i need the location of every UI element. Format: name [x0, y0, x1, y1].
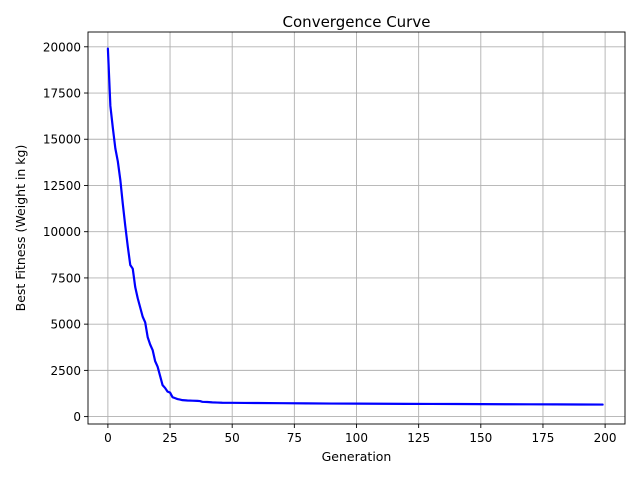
y-tick-label: 17500	[43, 87, 81, 101]
x-tick-label: 175	[532, 431, 555, 445]
y-tick-label: 20000	[43, 40, 81, 54]
y-tick-label: 7500	[50, 271, 81, 285]
x-tick-label: 125	[407, 431, 430, 445]
x-tick-label: 25	[162, 431, 177, 445]
x-tick-label: 75	[287, 431, 302, 445]
y-tick-label: 12500	[43, 179, 81, 193]
grid	[88, 32, 625, 424]
series-layer	[106, 47, 604, 406]
x-tick-label: 150	[469, 431, 492, 445]
x-axis-ticks: 0 25 50 75 100 125 150 175 200	[104, 424, 617, 445]
x-tick-label: 50	[225, 431, 240, 445]
x-tick-label: 100	[345, 431, 368, 445]
y-axis-ticks: 0 2500 5000 7500 10000 12500 15000 17500 20000	[43, 40, 88, 424]
y-tick-label: 5000	[50, 318, 81, 332]
x-tick-label: 200	[594, 431, 617, 445]
y-tick-label: 10000	[43, 225, 81, 239]
y-tick-label: 15000	[43, 133, 81, 147]
convergence-line	[106, 47, 604, 406]
y-tick-label: 2500	[50, 364, 81, 378]
y-tick-label: 0	[73, 410, 81, 424]
x-tick-label: 0	[104, 431, 112, 445]
chart-title: Convergence Curve	[283, 13, 431, 31]
x-axis-label: Generation	[322, 449, 392, 464]
y-axis-label: Best Fitness (Weight in kg)	[13, 145, 28, 312]
